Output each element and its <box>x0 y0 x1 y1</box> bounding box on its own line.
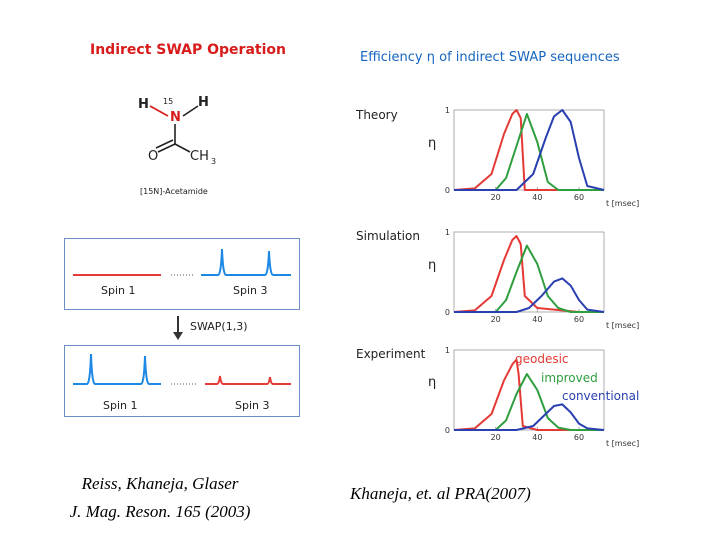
theory-ytick-label: 0 <box>445 186 450 195</box>
efficiency-charts: 0 1 20 40 60 t [msec] 0 1 20 40 60 t [msec] 0 1 20 40 60… <box>445 106 639 448</box>
experiment-ytick-label: 0 <box>445 426 450 435</box>
experiment-series-geodesic-line <box>453 358 604 431</box>
experiment-xtick-label: 40 <box>532 433 542 442</box>
panel-label-theory: Theory <box>356 108 398 122</box>
down-arrow-icon <box>173 316 183 340</box>
simulation-ytick-label: 1 <box>445 228 450 237</box>
simulation-series-conventional-line <box>454 277 605 313</box>
theory-xtick-label: 20 <box>491 193 501 202</box>
atom-n: N <box>170 110 181 125</box>
spin1-label-after: Spin 1 <box>103 399 138 412</box>
spectrum-after-svg <box>73 353 291 385</box>
eta-label-simulation: η <box>428 258 437 273</box>
simulation-xtick-label: 20 <box>491 315 501 324</box>
theory-series-improved-line <box>454 113 604 191</box>
experiment-series-conventional-line <box>454 403 605 431</box>
legend-conventional: conventional <box>562 389 640 403</box>
simulation-series-improved-line <box>454 244 604 313</box>
theory-xunit-label: t [msec] <box>606 199 639 208</box>
atom-ch3: CH <box>190 149 209 164</box>
eta-label-experiment: η <box>428 375 437 390</box>
atom-h1: H <box>138 97 149 112</box>
simulation-ytick-label: 0 <box>445 308 450 317</box>
eta-label-theory: η <box>428 136 437 151</box>
citation-left-line2: J. Mag. Reson. 165 (2003) <box>69 502 251 521</box>
spectrum-box-before: Spin 1 Spin 3 <box>64 238 300 310</box>
experiment-series-improved-line <box>454 373 604 431</box>
experiment-xunit-label: t [msec] <box>606 439 639 448</box>
legend-improved: improved <box>541 371 598 385</box>
theory-ytick-label: 1 <box>445 106 450 115</box>
experiment-plot-frame <box>453 349 605 431</box>
atom-h2: H <box>198 95 209 110</box>
theory-xtick-label: 40 <box>532 193 542 202</box>
atom-o: O <box>148 149 158 164</box>
experiment-xtick-label: 60 <box>574 433 584 442</box>
isotope-label: 15 <box>163 97 173 106</box>
legend-geodesic: geodesic <box>515 352 569 366</box>
panel-label-experiment: Experiment <box>356 347 426 361</box>
spin3-label-after: Spin 3 <box>235 399 270 412</box>
simulation-xtick-label: 60 <box>574 315 584 324</box>
spin1-label-before: Spin 1 <box>101 284 136 297</box>
citation-left: Reiss, Khaneja, Glaser J. Mag. Reson. 16… <box>30 470 290 526</box>
molecule-caption: [15N]-Acetamide <box>140 187 208 196</box>
experiment-ytick-label: 1 <box>445 346 450 355</box>
left-title: Indirect SWAP Operation <box>90 42 286 58</box>
simulation-plot-frame <box>453 231 605 313</box>
theory-xtick-label: 60 <box>574 193 584 202</box>
acetamide-structure: H 15 N H O CH 3 [15N]-Acetamide <box>138 95 216 196</box>
citation-right: Khaneja, et. al PRA(2007) <box>350 484 531 503</box>
swap-label: SWAP(1,3) <box>190 320 248 333</box>
spectrum-before-svg <box>73 248 291 276</box>
ch3-subscript: 3 <box>211 157 216 166</box>
right-title: Efficiency η of indirect SWAP sequences <box>360 50 620 65</box>
theory-series-geodesic-line <box>453 109 604 191</box>
theory-series-conventional-line <box>454 109 605 191</box>
simulation-xtick-label: 40 <box>532 315 542 324</box>
spin3-label-before: Spin 3 <box>233 284 268 297</box>
simulation-series-geodesic-line <box>453 235 604 313</box>
citation-left-line1: Reiss, Khaneja, Glaser <box>81 474 239 493</box>
spectrum-box-after: Spin 1 Spin 3 <box>64 345 300 417</box>
experiment-xtick-label: 20 <box>491 433 501 442</box>
panel-label-simulation: Simulation <box>356 229 420 243</box>
simulation-xunit-label: t [msec] <box>606 321 639 330</box>
